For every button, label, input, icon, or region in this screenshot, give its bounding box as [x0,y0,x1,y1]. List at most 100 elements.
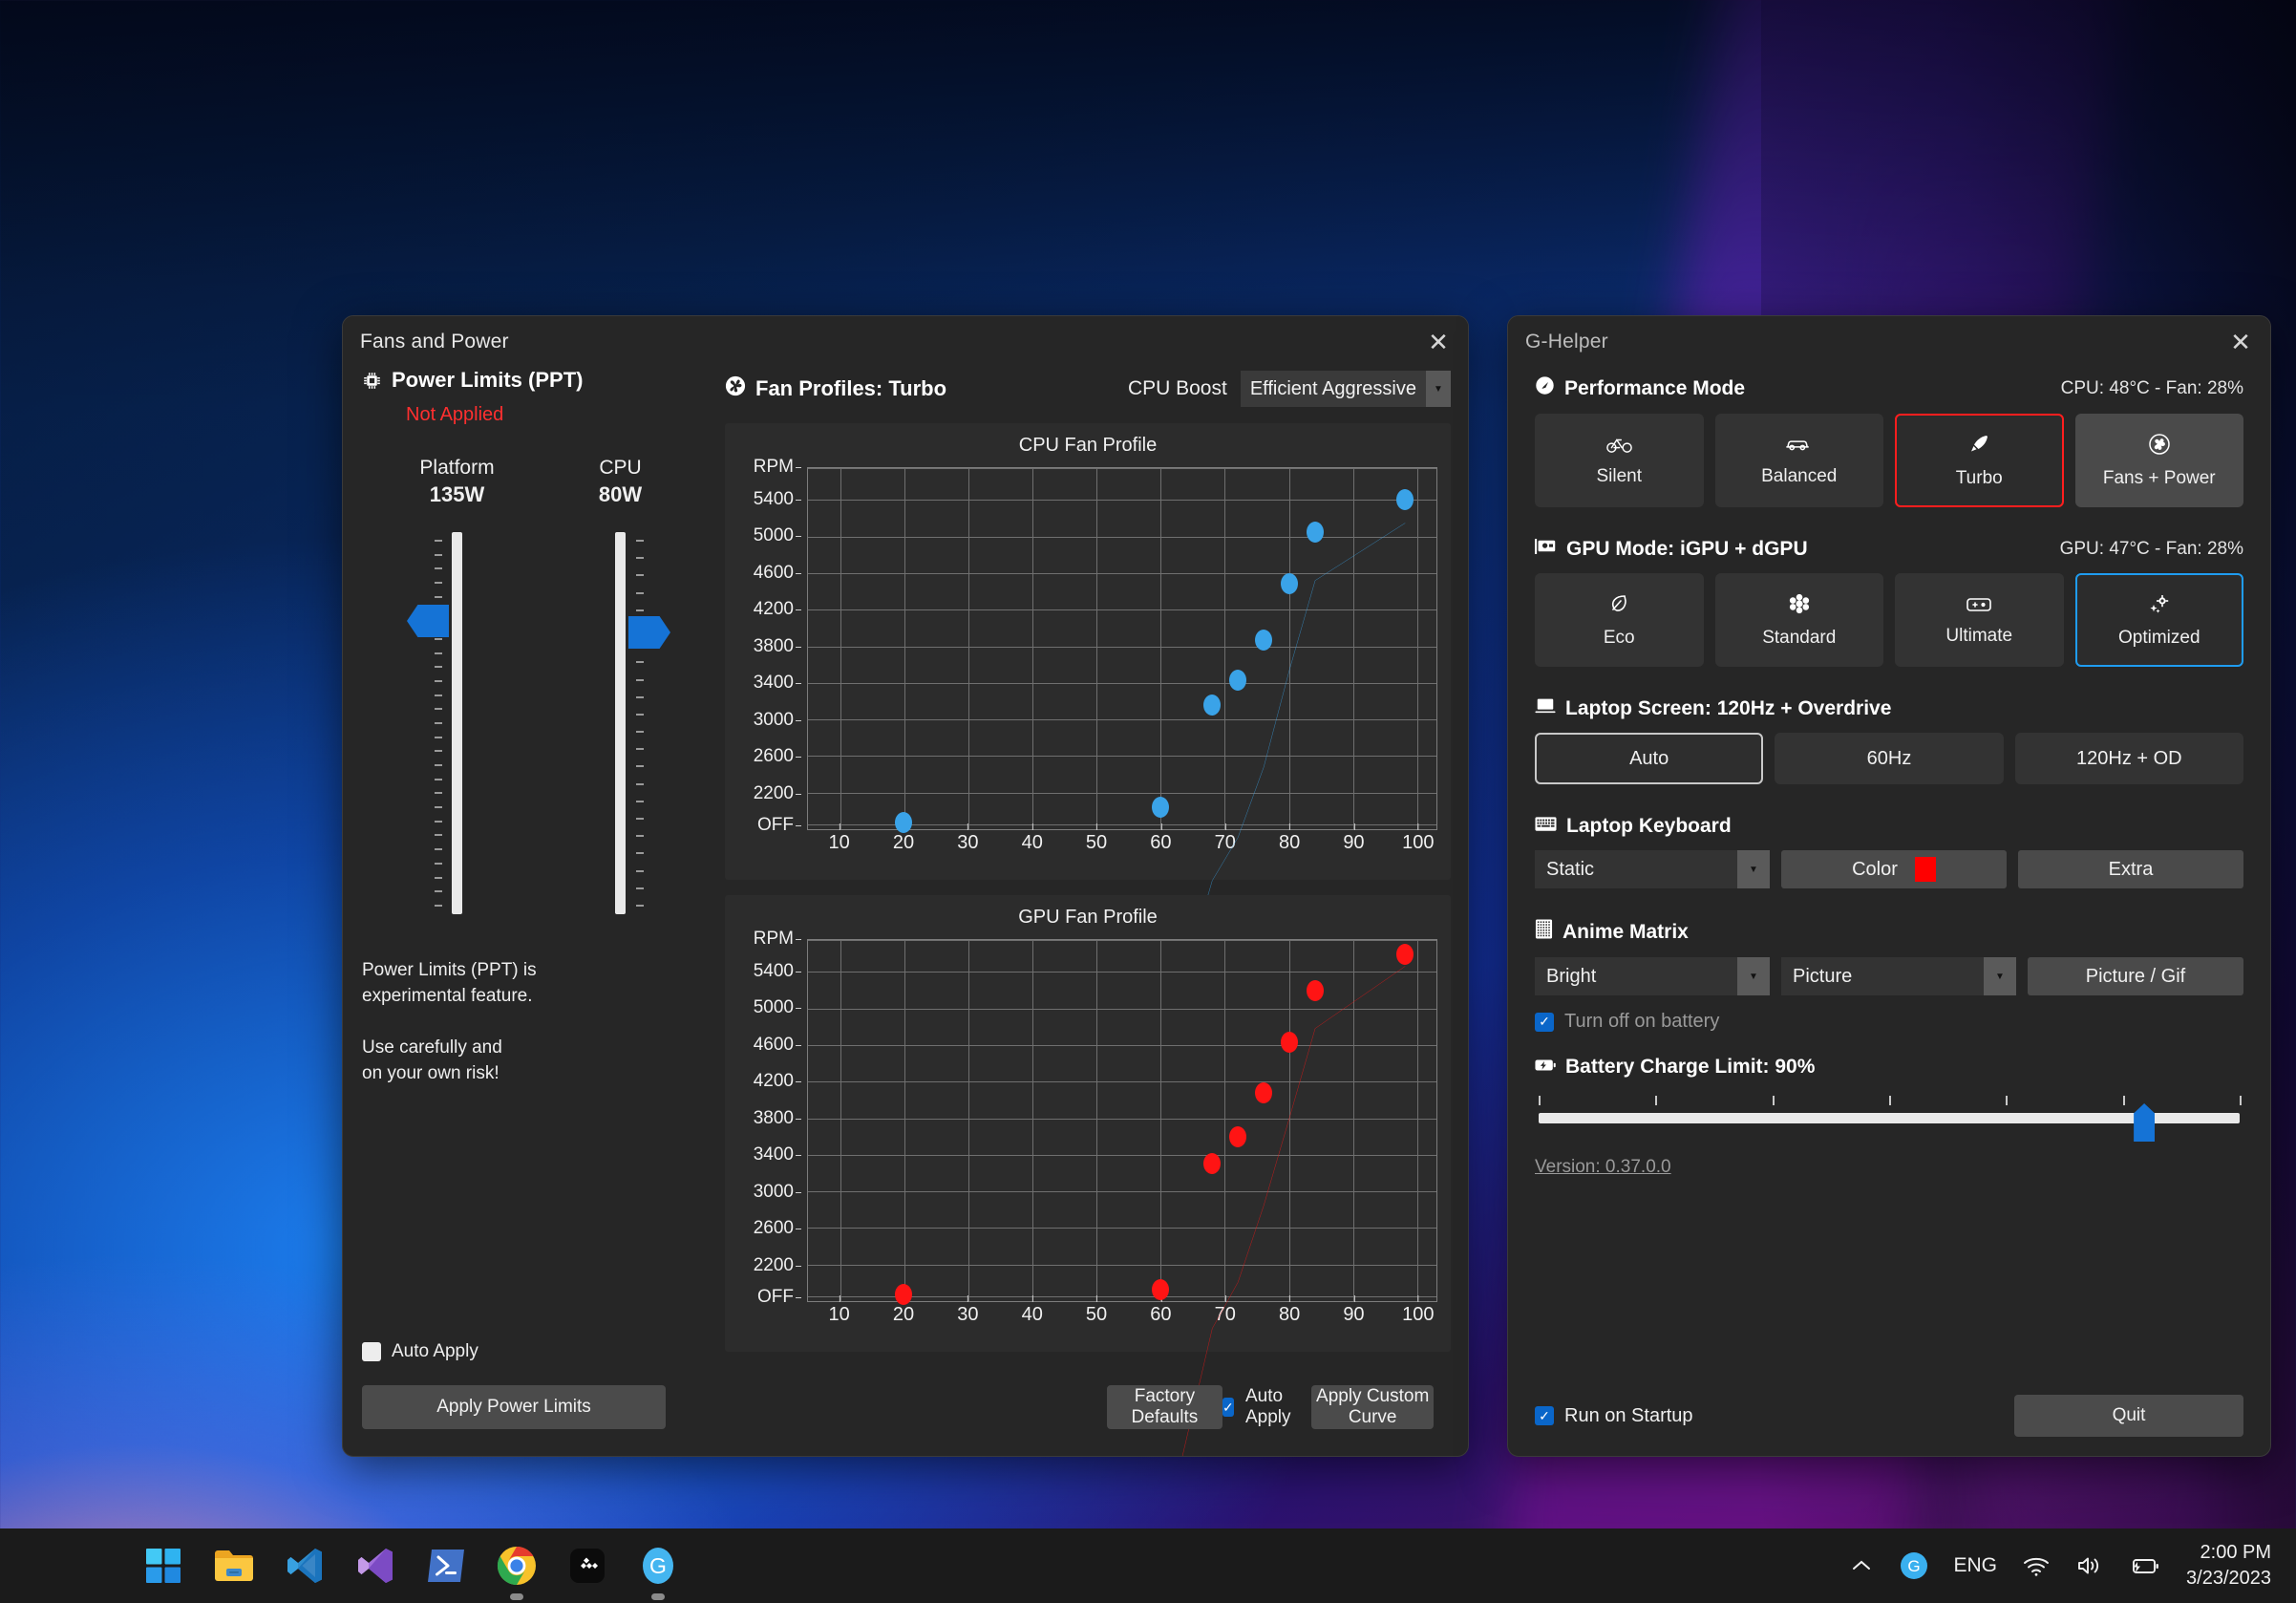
visual-studio-icon[interactable] [353,1544,397,1588]
battery-slider-track[interactable] [1539,1113,2240,1123]
perf-mode-balanced[interactable]: Balanced [1714,414,1883,507]
y-tick-label: 3800 [753,1107,802,1128]
platform-slider-track[interactable] [407,532,462,914]
gpu-chart-points[interactable] [807,939,1437,1306]
show-hidden-icons-chevron[interactable] [1849,1558,1874,1573]
chevron-down-icon[interactable]: ▼ [1737,957,1770,995]
battery-charging-icon[interactable] [2129,1555,2161,1576]
start-button[interactable] [141,1544,185,1588]
perf-mode-turbo[interactable]: Turbo [1895,414,2064,507]
cpu-slider-thumb[interactable] [628,616,670,649]
keyboard-extra-button[interactable]: Extra [2018,850,2243,888]
run-on-startup-checkbox[interactable]: ✓ [1535,1406,1554,1425]
cpu-chart-points[interactable] [807,467,1437,834]
fan-curve-point[interactable] [895,1284,913,1306]
y-tick-label: 3400 [753,673,802,694]
g-helper-icon[interactable]: G [636,1544,680,1600]
wifi-icon[interactable] [2022,1554,2051,1577]
power-limits-title: Power Limits (PPT) [392,368,584,392]
factory-defaults-button[interactable]: Factory Defaults [1107,1385,1222,1429]
ppt-auto-apply-row[interactable]: Auto Apply [362,1341,478,1362]
gpu-mode-eco[interactable]: Eco [1535,573,1704,667]
cpu-chart-y-axis: OFF 2200 2600 3000 3400 3800 4200 4600 5000 5400 R… [729,457,802,835]
tray-g-helper-icon[interactable]: G [1899,1550,1929,1581]
version-link[interactable]: Version: 0.37.0.0 [1535,1157,1671,1177]
anime-brightness-value: Bright [1535,957,1737,995]
platform-power-slider[interactable] [375,532,539,914]
tidal-icon[interactable] [565,1544,609,1588]
power-limits-column: Power Limits (PPT) Not Applied Platform … [362,368,715,1456]
cpu-chart-plot[interactable]: OFF 2200 2600 3000 3400 3800 4200 4600 5000 5400 R… [754,457,1437,834]
x-tick-label: 80 [1278,823,1301,853]
volume-icon[interactable] [2075,1554,2104,1577]
perf-mode-silent-label: Silent [1596,465,1643,486]
performance-mode-heading: Performance Mode [1535,375,1745,401]
cpu-name: CPU [599,457,642,479]
platform-slider-thumb[interactable] [407,605,449,637]
y-tick-label: 5000 [753,997,802,1018]
perf-mode-silent[interactable]: Silent [1535,414,1704,507]
vs-code-icon[interactable] [283,1544,327,1588]
anime-content-dropdown[interactable]: Picture ▼ [1781,957,2016,995]
keyboard-color-button[interactable]: Color [1781,850,2007,888]
gpu-mode-optimized[interactable]: Optimized [2074,573,2243,667]
fan-curve-point[interactable] [1203,1152,1222,1174]
anime-turn-off-checkbox[interactable]: ✓ [1535,1012,1554,1032]
fan-curve-point[interactable] [1281,1031,1299,1053]
apply-custom-curve-button[interactable]: Apply Custom Curve [1311,1385,1434,1429]
fan-curve-point[interactable] [1255,1081,1273,1103]
keyboard-color-swatch[interactable] [1914,857,1936,882]
apply-power-limits-button[interactable]: Apply Power Limits [362,1385,666,1429]
gpu-chart-plot[interactable]: OFF 2200 2600 3000 3400 3800 4200 4600 5000 5400 R… [754,929,1437,1306]
fan-curve-point[interactable] [1229,1125,1247,1147]
cpu-slider-track[interactable] [615,532,670,914]
quit-button[interactable]: Quit [2014,1395,2243,1437]
cpu-slider-ticks [635,540,644,907]
cpu-boost-dropdown[interactable]: Efficient Aggressive ▼ [1240,371,1451,407]
chevron-down-icon[interactable]: ▼ [1426,371,1451,407]
x-tick-label: 40 [1021,823,1043,853]
fan-curve-point[interactable] [1203,695,1222,716]
anime-brightness-dropdown[interactable]: Bright ▼ [1535,957,1770,995]
fan-curve-point[interactable] [1229,670,1247,692]
fan-curve-point[interactable] [1152,796,1170,818]
language-indicator[interactable]: ENG [1953,1554,1998,1576]
curve-auto-apply-checkbox[interactable]: ✓ [1222,1398,1234,1417]
fan-curve-point[interactable] [1396,488,1414,510]
chevron-down-icon[interactable]: ▼ [1984,957,2016,995]
gpu-mode-standard[interactable]: Standard [1714,573,1883,667]
fan-curve-point[interactable] [1396,944,1414,966]
curve-auto-apply-row[interactable]: ✓ Auto Apply [1222,1386,1299,1428]
anime-picture-gif-button[interactable]: Picture / Gif [2028,957,2243,995]
keyboard-mode-dropdown[interactable]: Static ▼ [1535,850,1770,888]
chevron-down-icon[interactable]: ▼ [1737,850,1770,888]
screen-mode-120hz-od[interactable]: 120Hz + OD [2014,733,2243,784]
screen-mode-60hz[interactable]: 60Hz [1775,733,2004,784]
battery-slider-thumb[interactable] [2134,1103,2156,1142]
battery-limit-slider[interactable] [1535,1096,2243,1142]
powershell-icon[interactable] [424,1544,468,1588]
run-on-startup-row[interactable]: ✓ Run on Startup [1535,1405,1693,1427]
fan-curve-point[interactable] [1152,1279,1170,1301]
x-tick-label: 100 [1402,1295,1435,1325]
y-tick-label: 2200 [753,782,802,803]
ppt-auto-apply-checkbox[interactable] [362,1342,381,1361]
fan-curve-point[interactable] [1281,573,1299,595]
close-icon[interactable]: ✕ [2230,327,2251,356]
file-explorer-icon[interactable] [212,1544,256,1588]
perf-mode-fans-power[interactable]: Fans + Power [2074,414,2243,507]
chrome-icon[interactable] [495,1544,539,1600]
x-tick-label: 10 [828,823,850,853]
close-icon[interactable]: ✕ [1428,327,1449,356]
y-tick-label: 2200 [753,1254,802,1275]
fan-curve-point[interactable] [1307,522,1325,544]
x-tick-label: 90 [1343,1295,1365,1325]
fan-curve-point[interactable] [895,812,913,834]
gpu-mode-ultimate[interactable]: Ultimate [1895,573,2064,667]
fan-curve-point[interactable] [1307,979,1325,1001]
fan-curve-point[interactable] [1255,629,1273,651]
anime-turn-off-row[interactable]: ✓ Turn off on battery [1535,1011,2243,1033]
clock[interactable]: 2:00 PM 3/23/2023 [2186,1540,2271,1592]
cpu-power-slider[interactable] [539,532,702,914]
screen-mode-auto[interactable]: Auto [1535,733,1764,784]
